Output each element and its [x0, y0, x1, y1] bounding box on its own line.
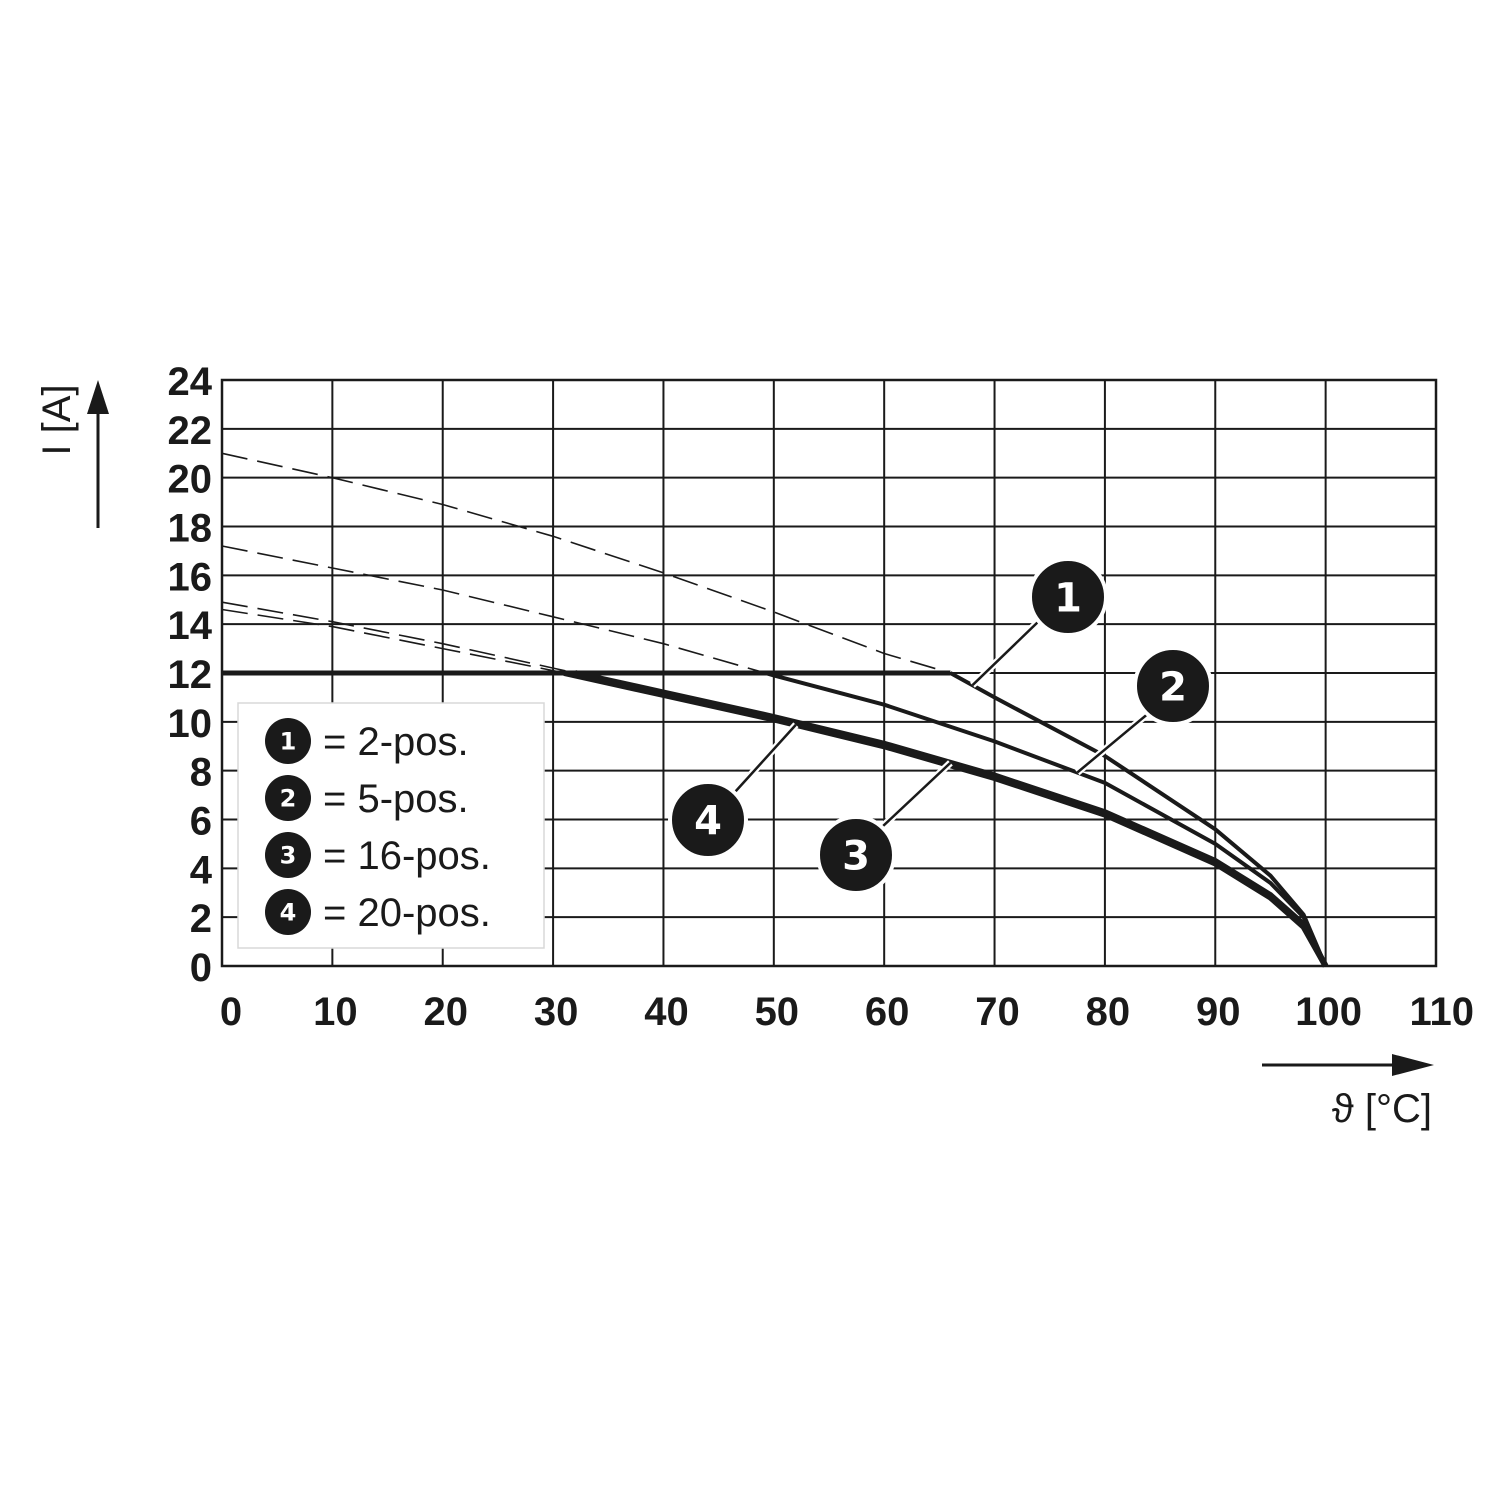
y-tick-label: 10	[168, 702, 213, 746]
y-tick-label: 16	[168, 555, 213, 599]
badge-circle	[265, 775, 311, 821]
x-tick-label: 10	[313, 990, 358, 1034]
callout-badge: 4	[668, 780, 748, 860]
series-unlimited-line	[221, 452, 951, 674]
x-tick-label: 30	[534, 990, 579, 1034]
legend-label: = 16-pos.	[323, 834, 491, 878]
legend-badge: 3	[265, 832, 311, 878]
y-tick-label: 2	[190, 897, 212, 941]
y-tick-label: 0	[190, 946, 212, 990]
badge-circle	[265, 889, 311, 935]
callout-leader	[971, 619, 1041, 687]
axis-labels: I [A] ϑ [°C]	[35, 380, 1434, 1131]
legend-badge: 2	[265, 775, 311, 821]
callouts: 1 2 3 4	[668, 557, 1213, 895]
x-tick-label: 20	[423, 990, 468, 1034]
series-unlimited-line	[221, 608, 565, 674]
x-tick-label: 60	[865, 990, 910, 1034]
y-tick-label: 20	[168, 458, 213, 502]
badge-number: 4	[280, 899, 297, 927]
grid	[220, 378, 1438, 968]
unlimited-curves	[221, 452, 951, 674]
legend-badge: 4	[265, 889, 311, 935]
series-unlimited-line	[221, 545, 766, 674]
callout-badge: 3	[816, 815, 896, 895]
y-tick-label: 4	[190, 848, 213, 892]
x-tick-label: 100	[1295, 990, 1362, 1034]
badge-circle	[668, 780, 748, 860]
x-tick-label: 110	[1409, 990, 1474, 1034]
x-tick-label: 0	[220, 990, 242, 1034]
series-line	[764, 671, 1328, 967]
callout-leader	[1076, 711, 1151, 774]
badge-circle	[265, 832, 311, 878]
legend-label: = 20-pos.	[323, 891, 491, 935]
legend-label: = 5-pos.	[323, 777, 469, 821]
series-line	[563, 670, 1329, 968]
y-axis-label: I [A]	[35, 384, 79, 455]
x-axis-arrow	[1262, 1054, 1434, 1076]
callout-badge: 2	[1133, 646, 1213, 726]
legend: 1 = 2-pos. 2 = 5-pos. 3 = 16-pos. 4 = 20-pos.	[237, 702, 545, 949]
x-tick-label: 50	[755, 990, 800, 1034]
badge-number: 3	[280, 842, 297, 870]
x-tick-label: 80	[1086, 990, 1131, 1034]
y-tick-label: 6	[190, 800, 212, 844]
badge-number: 2	[1159, 664, 1187, 710]
callout-leader	[734, 723, 797, 793]
callout-leader	[881, 761, 952, 828]
callout-badge: 1	[1028, 557, 1108, 637]
y-tick-label: 22	[168, 409, 213, 453]
x-tick-label: 40	[644, 990, 689, 1034]
limited-curves	[563, 670, 1329, 968]
series-unlimited-line	[221, 601, 576, 674]
badge-number: 1	[280, 728, 297, 756]
badge-number: 1	[1054, 575, 1082, 621]
badge-circle	[816, 815, 896, 895]
x-axis-label: ϑ [°C]	[1332, 1087, 1432, 1131]
legend-label: = 2-pos.	[323, 720, 469, 764]
x-tick-label: 90	[1196, 990, 1241, 1034]
y-tick-label: 18	[168, 507, 213, 551]
badge-number: 4	[694, 798, 722, 844]
y-axis-arrow	[87, 380, 109, 528]
badge-number: 3	[842, 833, 870, 879]
badge-circle	[1133, 646, 1213, 726]
y-tick-label: 24	[168, 360, 213, 404]
badge-circle	[1028, 557, 1108, 637]
y-tick-label: 8	[190, 751, 212, 795]
y-tick-label: 12	[168, 653, 213, 697]
x-tick-label: 70	[975, 990, 1020, 1034]
badge-number: 2	[280, 785, 297, 813]
legend-badge: 1	[265, 718, 311, 764]
badge-circle	[265, 718, 311, 764]
y-tick-label: 14	[168, 604, 213, 648]
